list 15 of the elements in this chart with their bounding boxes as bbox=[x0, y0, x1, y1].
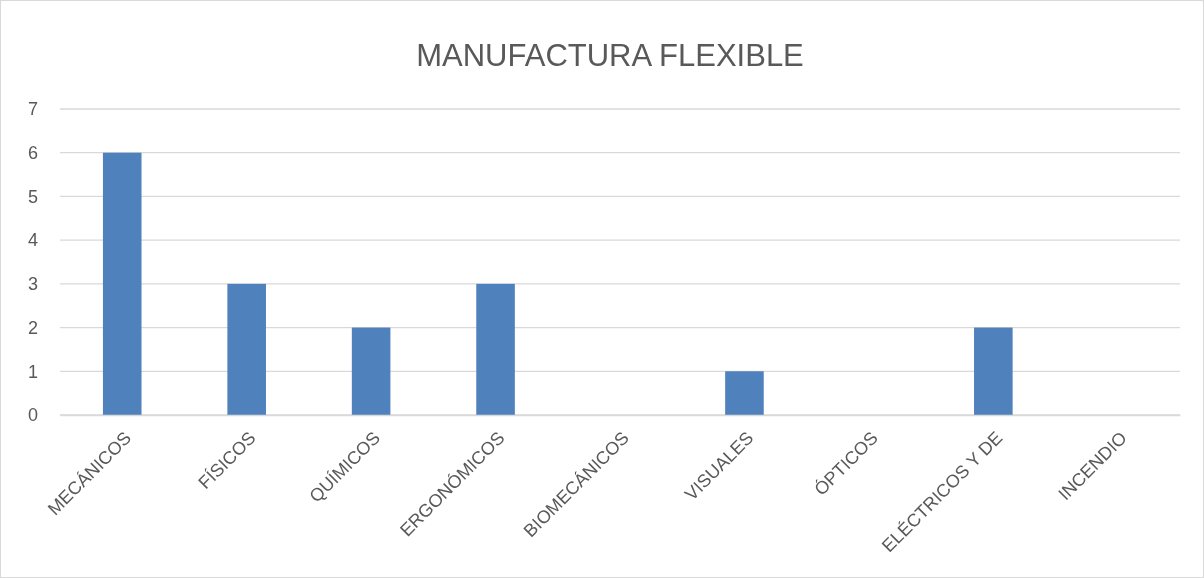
bar bbox=[476, 283, 515, 415]
y-tick-label: 3 bbox=[27, 274, 38, 295]
y-tick-label: 6 bbox=[27, 142, 38, 163]
y-tick-label: 1 bbox=[27, 361, 38, 382]
bar bbox=[351, 327, 391, 415]
y-tick-label: 0 bbox=[27, 405, 38, 426]
bar bbox=[102, 152, 142, 415]
y-tick-label: 2 bbox=[27, 317, 38, 338]
y-tick-label: 4 bbox=[27, 230, 38, 251]
chart-title: MANUFACTURA FLEXIBLE bbox=[416, 38, 804, 73]
y-tick-label: 5 bbox=[27, 186, 38, 207]
bar bbox=[974, 327, 1013, 415]
bar bbox=[227, 283, 266, 415]
bar bbox=[725, 371, 764, 415]
y-tick-label: 7 bbox=[27, 99, 38, 120]
